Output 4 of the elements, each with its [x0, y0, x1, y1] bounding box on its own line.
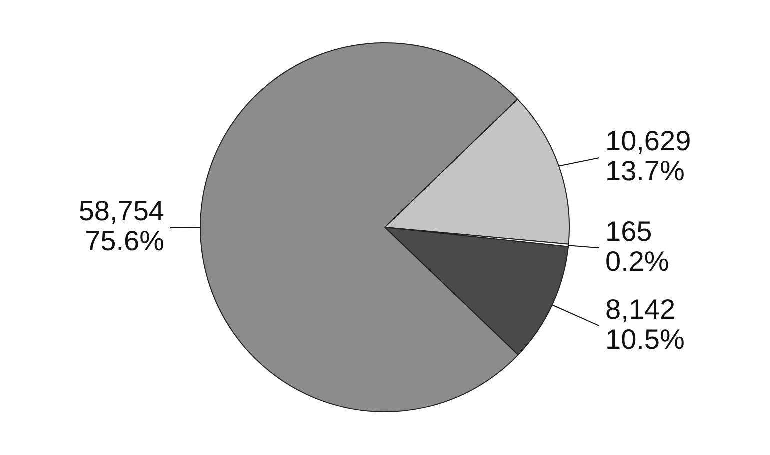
data-label: 8,142 10.5%: [606, 294, 685, 355]
data-label: 165 0.2%: [606, 216, 670, 277]
data-label: 10,629 13.7%: [606, 126, 692, 187]
data-label: 58,754 75.6%: [78, 196, 164, 257]
